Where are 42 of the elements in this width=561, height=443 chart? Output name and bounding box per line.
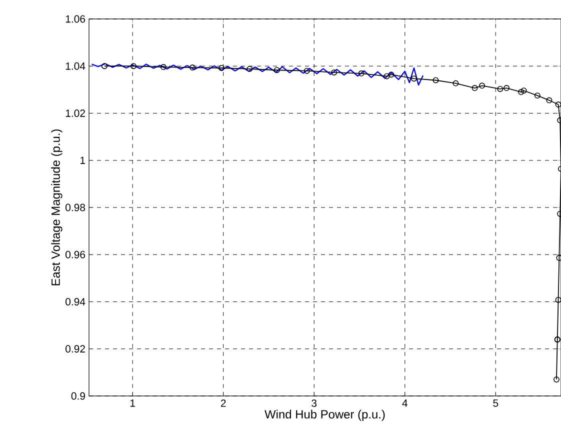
point [189,64,196,71]
y-tick-label: 1.06 [66,15,86,23]
point [556,254,561,261]
x-tick-label: 4 [402,400,408,407]
point [410,76,417,82]
point [388,72,394,78]
y-axis-title: East Voltage Magnitude (p.u.) [51,130,62,286]
point [304,68,310,74]
point [331,69,338,76]
y-tick-label: 1.04 [66,62,86,70]
point [520,88,527,94]
point [358,70,364,76]
point [479,82,486,89]
point [160,64,166,70]
x-axis-title: Wind Hub Power (p.u.) [264,410,385,421]
point [274,67,280,74]
y-tick-label: 0.96 [66,250,86,258]
y-tick-label: 0.94 [66,298,86,306]
x-tick-label: 3 [312,400,317,407]
point [384,73,390,80]
y-tick-label: 0.98 [66,204,86,212]
point [546,97,552,104]
point [246,66,253,72]
point [218,64,225,71]
x-tick-label: 1 [130,400,135,407]
point [432,77,439,84]
point [130,63,136,70]
y-tick-label: 0.92 [66,345,85,353]
x-tick-label: 5 [493,400,498,407]
y-tick-label: 1.02 [66,110,85,117]
point [504,85,510,92]
point [452,80,459,86]
point [534,92,540,99]
point [497,86,504,92]
x-tick-label: 2 [220,400,226,407]
point [518,89,524,96]
point [555,296,561,303]
point [472,85,478,92]
y-tick-label: 0.9 [71,392,85,400]
y-tick-label: 1 [80,156,85,164]
point [555,102,561,108]
line-series [91,63,424,86]
